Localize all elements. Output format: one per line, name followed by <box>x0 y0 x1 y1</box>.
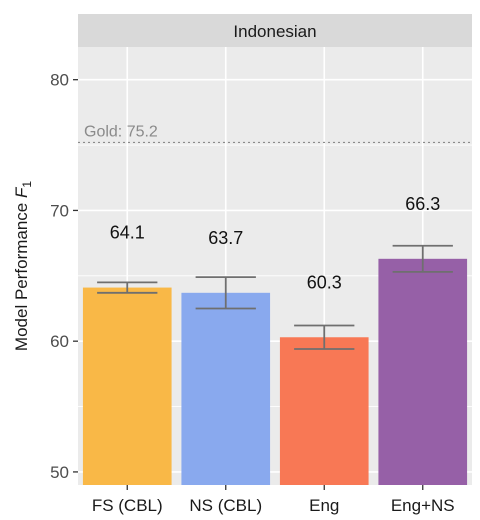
x-tick-label: Eng+NS <box>391 496 455 515</box>
y-axis-title-main: Model Performance <box>12 198 31 351</box>
value-label: 63.7 <box>208 228 243 248</box>
error-bar <box>392 244 453 273</box>
gold-reference: Gold: 75.2 <box>78 123 472 144</box>
x-tick-label: Eng <box>309 496 339 515</box>
y-tick-label: 60 <box>50 332 69 351</box>
bar-fs-cbl <box>82 287 172 485</box>
y-axis-title-italic: F <box>12 186 31 198</box>
error-bar <box>97 281 158 294</box>
y-tick-label: 80 <box>50 71 69 90</box>
error-bar <box>294 324 355 350</box>
x-tick-label: NS (CBL) <box>189 496 262 515</box>
facet-strip-label: Indonesian <box>233 22 316 41</box>
bar-ns-cbl <box>181 292 271 485</box>
value-label: 64.1 <box>110 223 145 243</box>
value-label: 60.3 <box>307 272 342 292</box>
y-tick-label: 70 <box>50 201 69 220</box>
x-axis: FS (CBL) NS (CBL) Eng Eng+NS <box>92 485 455 515</box>
error-bars <box>97 244 453 350</box>
value-label: 66.3 <box>405 194 440 214</box>
bar-eng <box>279 337 369 485</box>
gold-reference-label: Gold: 75.2 <box>84 123 158 140</box>
y-axis-title-subscript: 1 <box>20 181 34 188</box>
error-bar <box>195 276 256 310</box>
y-axis: 50 60 70 80 <box>50 71 78 482</box>
y-tick-label: 50 <box>50 463 69 482</box>
bar-eng-ns <box>378 258 468 485</box>
bars <box>82 258 468 485</box>
value-labels: 64.1 63.7 60.3 66.3 <box>110 194 441 292</box>
y-axis-title: Model Performance F1 <box>12 181 34 351</box>
facet-strip <box>78 14 472 47</box>
x-tick-label: FS (CBL) <box>92 496 163 515</box>
